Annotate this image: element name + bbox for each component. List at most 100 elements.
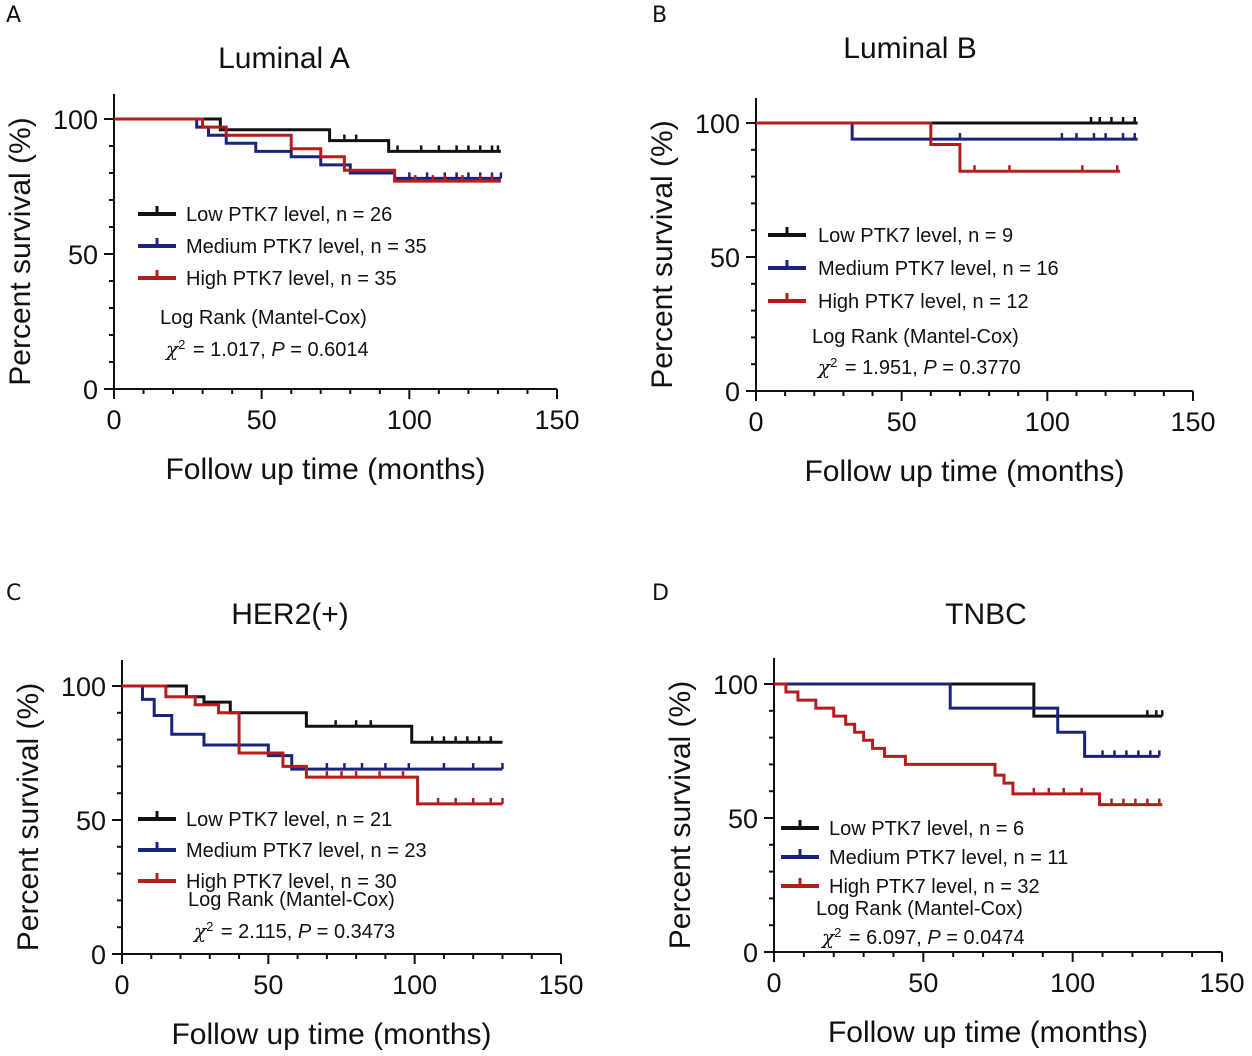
x-tick-label: 50 [247, 405, 277, 435]
y-tick-label: 0 [83, 375, 98, 405]
km-chart-b: B Luminal B 0 50 100 150 0 50 100 Follow up tim… [646, 3, 1216, 488]
y-tick-label: 0 [743, 938, 758, 968]
p-symbol: P [923, 357, 937, 379]
y-tick-label: 100 [713, 670, 758, 700]
x-tick-label: 0 [114, 970, 129, 1000]
panel-d: D TNBC 0 50 100 150 0 50 100 Follow up time (mo… [626, 528, 1252, 1056]
chi-symbol: χ [820, 925, 836, 949]
y-tick-label: 100 [61, 672, 106, 702]
p-symbol: P [271, 339, 285, 361]
chi-symbol: χ [816, 355, 832, 379]
chi-exponent: 2 [178, 337, 185, 352]
survival-curve-low [114, 117, 501, 153]
chi-exponent: 2 [206, 919, 213, 934]
x-tick-label: 100 [1025, 407, 1070, 437]
x-axis-label: Follow up time (months) [804, 455, 1124, 488]
y-tick-label: 50 [76, 806, 106, 836]
x-tick-label: 100 [392, 970, 437, 1000]
chart-title: Luminal A [218, 42, 350, 75]
y-tick-label: 50 [710, 243, 740, 273]
p-value: = 0.3770 [937, 357, 1021, 379]
log-rank-label: Log Rank (Mantel-Cox) [188, 889, 395, 911]
survival-curve-medium [774, 682, 1160, 758]
x-axis-label: Follow up time (months) [165, 453, 485, 486]
survival-curve-high [114, 117, 501, 183]
y-tick-label: 50 [728, 804, 758, 834]
x-tick-label: 150 [534, 405, 579, 435]
x-tick-label: 0 [766, 968, 781, 998]
survival-curve-high [756, 121, 1121, 173]
x-tick-label: 0 [748, 407, 763, 437]
x-axis-label: Follow up time (months) [171, 1018, 491, 1051]
legend-label: Medium PTK7 level, n = 11 [829, 847, 1068, 869]
survival-curve-medium [756, 121, 1138, 141]
km-chart-a: A Luminal A 0 50 100 150 0 50 100 Follow up tim… [4, 3, 580, 486]
legend-label: Medium PTK7 level, n = 35 [186, 236, 427, 258]
y-tick-label: 0 [91, 940, 106, 970]
legend-label: High PTK7 level, n = 32 [829, 876, 1040, 898]
p-value: = 0.0474 [941, 927, 1025, 949]
panel-c: C HER2(+) 0 50 100 150 0 50 100 Follow up time … [0, 528, 626, 1056]
p-symbol: P [298, 921, 312, 943]
y-tick-label: 100 [53, 105, 98, 135]
chi-value: = 6.097, [843, 927, 927, 949]
y-tick-label: 50 [68, 240, 98, 270]
chi-symbol: χ [192, 919, 208, 943]
y-tick-label: 100 [695, 109, 740, 139]
x-tick-label: 150 [1170, 407, 1215, 437]
chi-value: = 1.017, [187, 339, 271, 361]
p-value: = 0.6014 [285, 339, 369, 361]
legend-label: Low PTK7 level, n = 21 [186, 809, 392, 831]
legend-label: High PTK7 level, n = 35 [186, 268, 397, 290]
legend-label: Low PTK7 level, n = 26 [186, 204, 392, 226]
y-axis-label: Percent survival (%) [664, 681, 697, 949]
chi-square-stat: χ2 = 1.017, P = 0.6014 [164, 337, 369, 362]
x-tick-label: 150 [1199, 968, 1244, 998]
log-rank-label: Log Rank (Mantel-Cox) [160, 307, 367, 329]
panel-letter-b: B [652, 3, 667, 28]
x-tick-label: 50 [887, 407, 917, 437]
p-symbol: P [927, 927, 941, 949]
chi-square-stat: χ2 = 1.951, P = 0.3770 [816, 355, 1021, 380]
y-axis-label: Percent survival (%) [646, 120, 679, 388]
chi-exponent: 2 [830, 355, 837, 370]
chi-square-stat: χ2 = 2.115, P = 0.3473 [192, 919, 395, 944]
survival-curve-low [122, 684, 503, 744]
legend-label: Medium PTK7 level, n = 23 [186, 840, 427, 862]
x-tick-label: 0 [106, 405, 121, 435]
chi-exponent: 2 [834, 925, 841, 940]
panel-a: A Luminal A 0 50 100 150 0 50 100 Follow up tim… [0, 0, 626, 528]
chi-value: = 2.115, [215, 921, 297, 943]
y-tick-label: 0 [725, 377, 740, 407]
panel-letter-d: D [652, 581, 669, 606]
p-value: = 0.3473 [311, 921, 395, 943]
chi-symbol: χ [164, 337, 180, 361]
chart-title: TNBC [945, 598, 1027, 631]
x-tick-label: 50 [908, 968, 938, 998]
legend-label: High PTK7 level, n = 30 [186, 871, 397, 893]
panel-letter-c: C [6, 581, 21, 606]
survival-curve-high [774, 682, 1163, 807]
chart-title: HER2(+) [231, 598, 349, 631]
x-tick-label: 50 [253, 970, 283, 1000]
panel-letter-a: A [6, 3, 21, 28]
y-axis-label: Percent survival (%) [12, 683, 45, 951]
x-tick-label: 100 [387, 405, 432, 435]
chi-value: = 1.951, [839, 357, 923, 379]
x-axis-label: Follow up time (months) [828, 1016, 1148, 1049]
panel-b: B Luminal B 0 50 100 150 0 50 100 Follow up tim… [626, 0, 1252, 528]
log-rank-label: Log Rank (Mantel-Cox) [816, 898, 1023, 920]
chart-title: Luminal B [843, 32, 976, 65]
survival-curve-high [122, 684, 503, 806]
legend-label: High PTK7 level, n = 12 [818, 291, 1029, 313]
y-axis-label: Percent survival (%) [4, 117, 37, 385]
chi-square-stat: χ2 = 6.097, P = 0.0474 [820, 925, 1025, 950]
x-tick-label: 100 [1050, 968, 1095, 998]
x-tick-label: 150 [538, 970, 583, 1000]
legend-label: Low PTK7 level, n = 9 [818, 225, 1013, 247]
km-chart-d: D TNBC 0 50 100 150 0 50 100 Follow up time (mo… [652, 581, 1245, 1049]
legend-label: Low PTK7 level, n = 6 [829, 818, 1024, 840]
legend-label: Medium PTK7 level, n = 16 [818, 258, 1059, 280]
log-rank-label: Log Rank (Mantel-Cox) [812, 326, 1019, 348]
km-chart-c: C HER2(+) 0 50 100 150 0 50 100 Follow up time … [6, 581, 584, 1051]
